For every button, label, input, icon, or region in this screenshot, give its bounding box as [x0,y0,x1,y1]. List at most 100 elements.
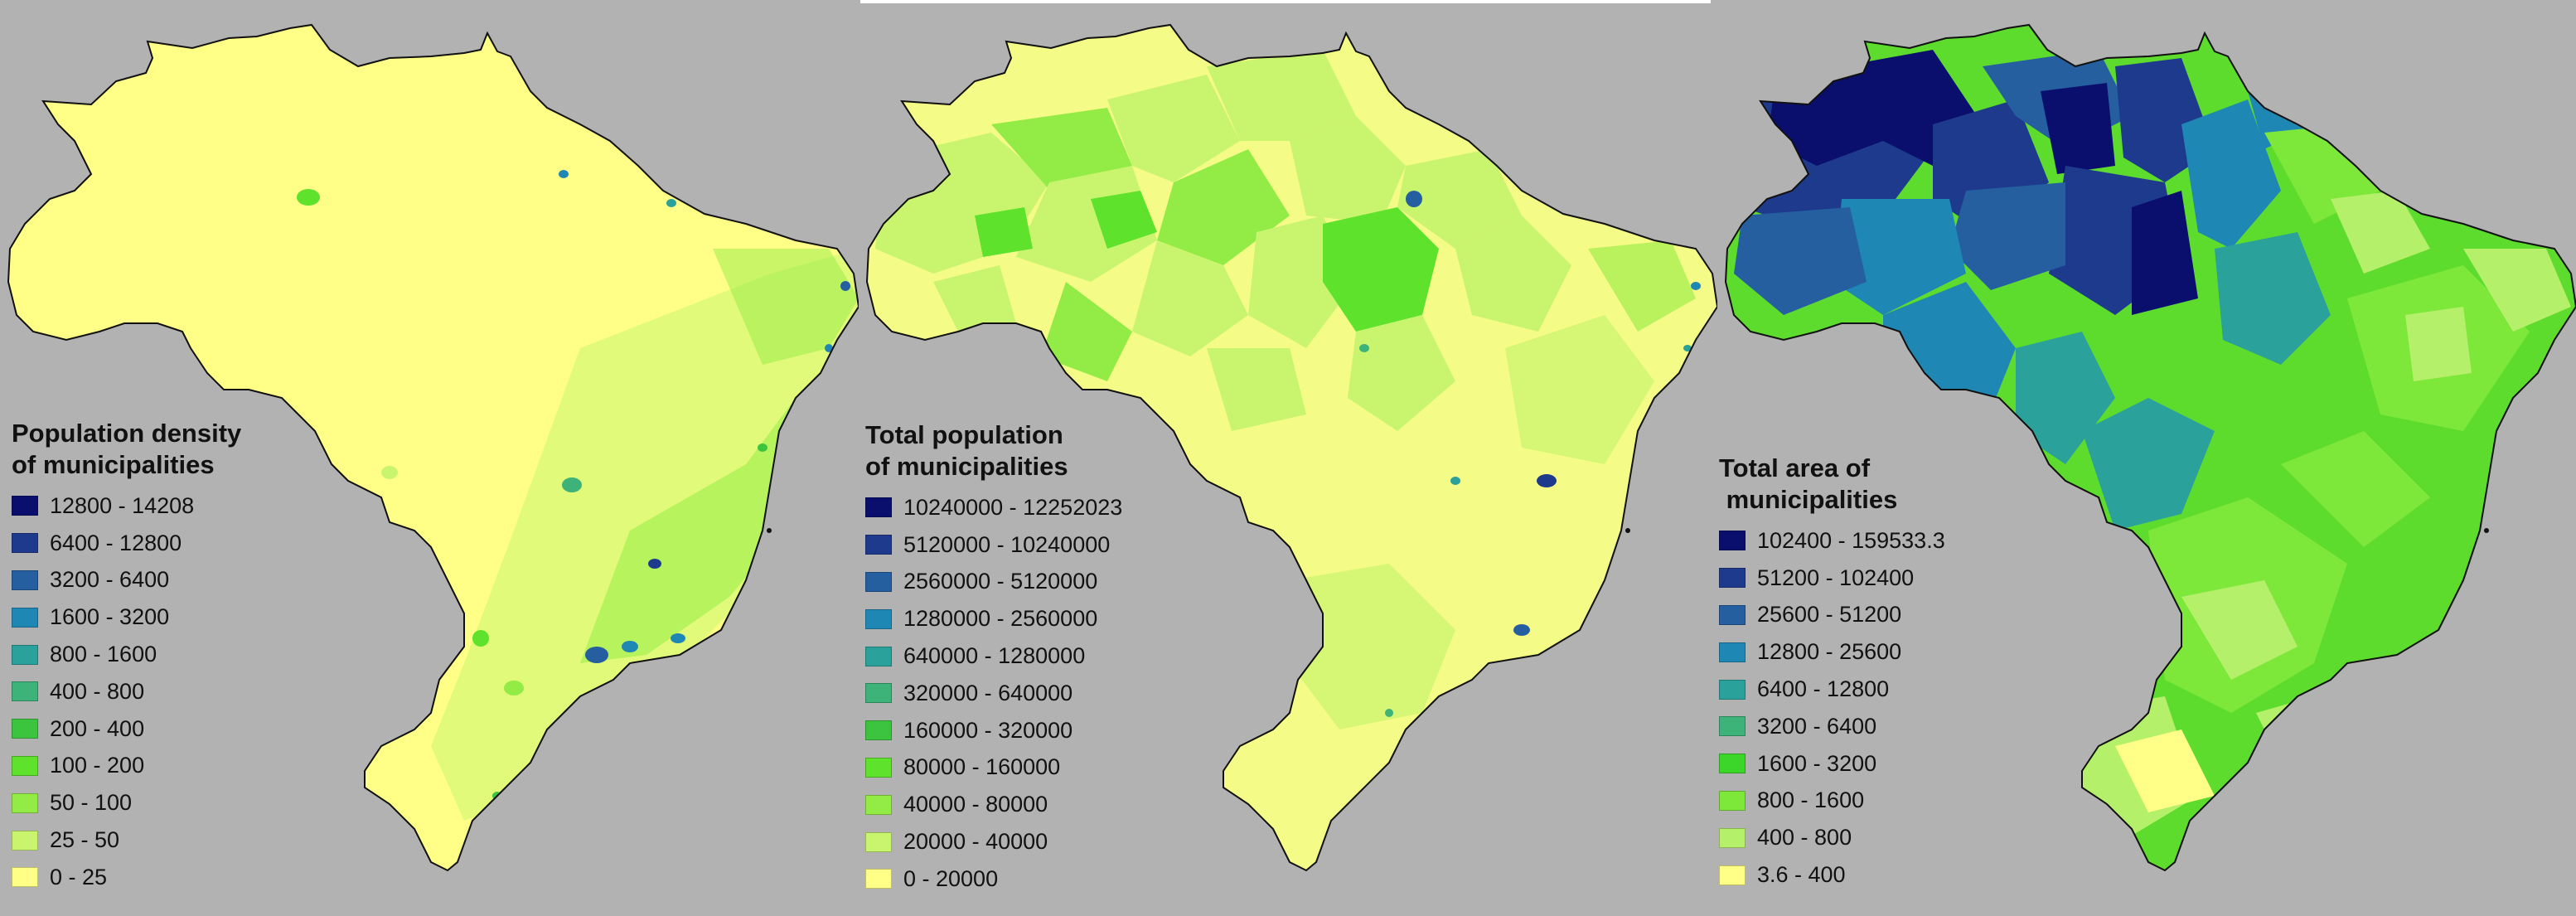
area-legend-item: 51200 - 102400 [1719,560,1945,597]
density-legend-swatch [12,533,38,554]
area-legend-item: 3.6 - 400 [1719,856,1945,894]
area-legend-label: 51200 - 102400 [1757,565,1915,590]
area-legend-swatch [1719,679,1746,700]
top-white-strip [860,0,1711,3]
population-legend-swatch [865,869,892,889]
area-map-panel: Total area of municipalities 102400 - 15… [1717,0,2576,916]
population-legend-swatch [865,794,892,815]
area-legend-label: 6400 - 12800 [1757,676,1890,702]
density-legend: Population density of municipalities 128… [12,418,241,896]
density-legend-items: 12800 - 14208 6400 - 12800 3200 - 6400 1600… [12,487,241,896]
population-map-panel: Total population of municipalities 10240… [859,0,1717,916]
area-map-country-border [1724,23,2576,872]
area-legend-label: 400 - 800 [1757,825,1852,851]
density-legend-label: 400 - 800 [50,678,145,704]
population-legend-title: Total population of municipalities [865,419,1122,482]
density-legend-swatch [12,792,38,813]
population-legend-label: 10240000 - 12252023 [903,494,1123,520]
density-legend-label: 800 - 1600 [50,642,157,667]
density-legend-title-line-2: of municipalities [12,450,215,479]
population-legend-items: 10240000 - 12252023 5120000 - 10240000 256… [865,489,1122,898]
density-legend-label: 0 - 25 [50,864,108,889]
area-legend-swatch [1719,790,1746,811]
density-legend-swatch [12,719,38,739]
area-legend-label: 800 - 1600 [1757,788,1865,813]
population-map-island-dot [1625,528,1630,533]
density-legend-label: 3200 - 6400 [50,567,170,593]
area-legend-items: 102400 - 159533.3 51200 - 102400 25600 - 5… [1719,522,1945,894]
area-legend-item: 102400 - 159533.3 [1719,522,1945,560]
density-map-country-border [7,23,859,872]
area-map-island-dot [2484,528,2489,533]
density-map-municipality-regions [297,170,859,821]
density-legend-item: 800 - 1600 [12,636,241,673]
density-legend-title-line-1: Population density [12,419,242,448]
population-legend-swatch [865,646,892,666]
density-legend-swatch [12,607,38,628]
density-legend-label: 6400 - 12800 [50,530,182,555]
population-legend-label: 5120000 - 10240000 [903,531,1111,557]
area-legend-label: 3.6 - 400 [1757,862,1846,888]
density-legend-item: 400 - 800 [12,673,241,710]
population-map-country-border [865,23,1717,872]
area-legend-item: 1600 - 3200 [1719,745,1945,783]
density-legend-label: 100 - 200 [50,753,145,778]
area-legend-title-line-2: municipalities [1719,485,1898,514]
area-map [1724,23,2576,872]
density-legend-swatch [12,755,38,776]
population-legend-item: 10240000 - 12252023 [865,489,1122,526]
area-legend-title: Total area of municipalities [1719,453,1945,516]
population-legend: Total population of municipalities 10240… [865,419,1122,898]
density-legend-swatch [12,496,38,516]
density-map-island-dot [767,528,772,533]
population-legend-item: 640000 - 1280000 [865,637,1122,675]
population-legend-label: 160000 - 320000 [903,717,1073,743]
area-legend-label: 3200 - 6400 [1757,713,1877,739]
area-legend-swatch [1719,716,1746,737]
area-legend-swatch [1719,604,1746,625]
population-legend-label: 0 - 20000 [903,865,999,891]
population-legend-label: 320000 - 640000 [903,680,1073,705]
density-legend-item: 50 - 100 [12,784,241,821]
area-legend-swatch [1719,754,1746,774]
population-legend-item: 5120000 - 10240000 [865,526,1122,564]
density-legend-swatch [12,681,38,702]
density-legend-item: 100 - 200 [12,748,241,785]
area-legend-label: 1600 - 3200 [1757,750,1877,776]
density-legend-label: 50 - 100 [50,790,133,816]
population-legend-swatch [865,535,892,555]
area-legend-label: 12800 - 25600 [1757,639,1902,665]
population-legend-label: 20000 - 40000 [903,829,1048,855]
population-legend-title-line-2: of municipalities [865,452,1068,481]
population-legend-title-line-1: Total population [865,420,1063,449]
area-legend-item: 3200 - 6400 [1719,708,1945,745]
area-legend-item: 12800 - 25600 [1719,633,1945,671]
density-legend-label: 1600 - 3200 [50,604,170,630]
population-legend-label: 80000 - 160000 [903,754,1061,780]
density-legend-item: 200 - 400 [12,710,241,748]
density-legend-swatch [12,830,38,851]
density-map-panel: Population density of municipalities 128… [0,0,859,916]
area-legend-title-line-1: Total area of [1719,453,1871,482]
area-legend-item: 800 - 1600 [1719,783,1945,820]
density-legend-label: 25 - 50 [50,827,120,853]
density-legend-label: 12800 - 14208 [50,492,195,518]
area-legend-swatch [1719,827,1746,848]
population-legend-swatch [865,831,892,852]
density-legend-swatch [12,867,38,888]
population-legend-label: 2560000 - 5120000 [903,569,1098,594]
population-legend-swatch [865,497,892,518]
population-legend-label: 640000 - 1280000 [903,643,1086,669]
density-legend-item: 3200 - 6400 [12,562,241,599]
area-legend-item: 400 - 800 [1719,819,1945,856]
area-legend-swatch [1719,568,1746,589]
density-legend-item: 6400 - 12800 [12,525,241,562]
density-legend-swatch [12,569,38,590]
population-legend-item: 0 - 20000 [865,860,1122,898]
population-legend-item: 40000 - 80000 [865,786,1122,823]
density-map [7,23,859,872]
population-legend-swatch [865,683,892,704]
area-legend-label: 102400 - 159533.3 [1757,527,1945,553]
population-legend-label: 1280000 - 2560000 [903,606,1098,632]
density-legend-item: 0 - 25 [12,859,241,896]
